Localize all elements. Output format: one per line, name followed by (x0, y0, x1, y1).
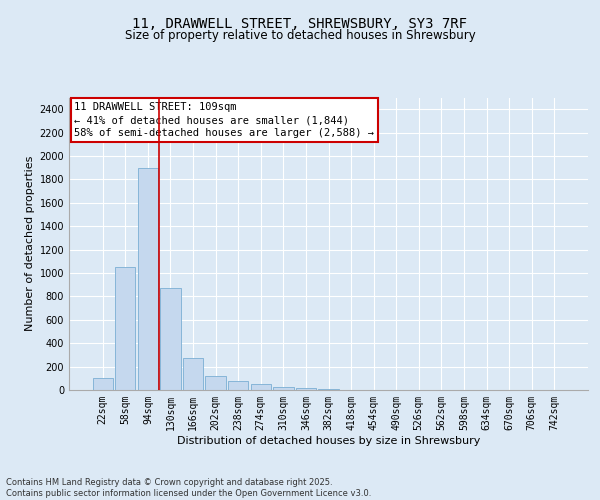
X-axis label: Distribution of detached houses by size in Shrewsbury: Distribution of detached houses by size … (177, 436, 480, 446)
Bar (228, 380, 248, 390)
Text: Contains HM Land Registry data © Crown copyright and database right 2025.
Contai: Contains HM Land Registry data © Crown c… (6, 478, 371, 498)
Text: 11, DRAWWELL STREET, SHREWSBURY, SY3 7RF: 11, DRAWWELL STREET, SHREWSBURY, SY3 7RF (133, 18, 467, 32)
Bar (138, 168, 158, 390)
Bar (115, 267, 136, 390)
Bar (273, 387, 293, 390)
Bar (205, 376, 226, 390)
Text: Size of property relative to detached houses in Shrewsbury: Size of property relative to detached ho… (125, 29, 475, 42)
Bar (183, 358, 203, 390)
Bar (160, 288, 181, 390)
Text: 11 DRAWWELL STREET: 109sqm
← 41% of detached houses are smaller (1,844)
58% of s: 11 DRAWWELL STREET: 109sqm ← 41% of deta… (74, 102, 374, 139)
Bar (296, 388, 316, 390)
Bar (92, 378, 113, 390)
Y-axis label: Number of detached properties: Number of detached properties (25, 156, 35, 332)
Bar (251, 384, 271, 390)
